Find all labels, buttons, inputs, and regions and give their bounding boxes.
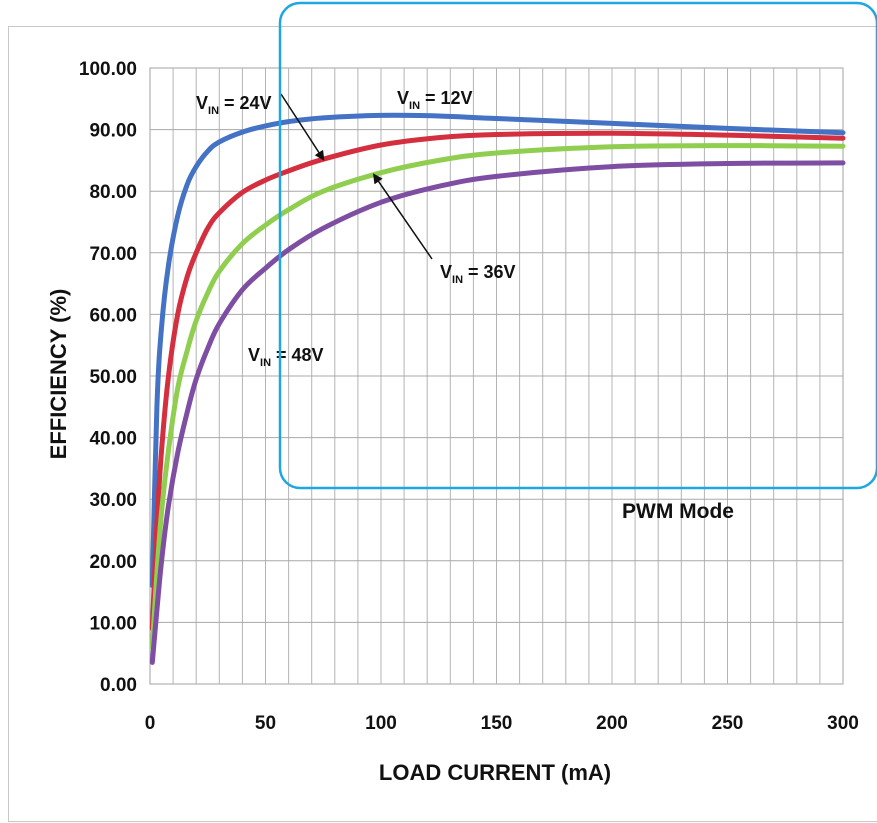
y-tick-label: 40.00 <box>89 429 137 450</box>
series-line-3 <box>149 160 846 665</box>
y-tick-label: 30.00 <box>89 490 137 511</box>
series-label-0: VIN = 12V <box>397 88 473 112</box>
x-tick-label: 150 <box>481 713 513 734</box>
annotation-arrow <box>280 93 325 161</box>
x-tick-label: 300 <box>827 713 859 734</box>
x-axis-title: LOAD CURRENT (mA) <box>379 760 611 785</box>
y-tick-label: 10.00 <box>89 613 137 634</box>
x-tick-label: 200 <box>596 713 628 734</box>
y-tick-label: 0.00 <box>100 675 137 696</box>
pwm-mode-label: PWM Mode <box>622 500 734 523</box>
series-annotations: VIN = 12V VIN = 24V VIN = 36V VIN = 48V <box>196 88 516 369</box>
chart-grid <box>149 67 844 685</box>
y-tick-label: 70.00 <box>89 244 137 265</box>
series-label-2: VIN = 36V <box>440 262 516 286</box>
x-tick-label: 100 <box>365 713 397 734</box>
y-tick-label: 60.00 <box>89 305 137 326</box>
y-tick-label: 90.00 <box>89 121 137 142</box>
x-tick-label: 50 <box>255 713 276 734</box>
y-tick-label: 50.00 <box>89 367 137 388</box>
chart-frame <box>8 26 877 822</box>
x-tick-label: 0 <box>145 713 156 734</box>
y-tick-label: 100.00 <box>79 59 137 80</box>
series-label-3: VIN = 48V <box>248 345 324 369</box>
chart-labels: LOAD CURRENT (mA) EFFICIENCY (%) PWM Mod… <box>46 289 734 785</box>
chart-ticks: 0.00 10.00 20.00 30.00 40.00 50.00 60.00 70.00 8… <box>79 59 859 734</box>
x-tick-label: 250 <box>712 713 744 734</box>
series-line-0 <box>149 112 846 588</box>
series-line-1 <box>149 130 846 632</box>
annotation-arrow <box>372 173 433 260</box>
highlight-box <box>278 1 877 490</box>
y-tick-label: 80.00 <box>89 182 137 203</box>
y-tick-label: 20.00 <box>89 552 137 573</box>
chart-series <box>149 112 846 665</box>
y-axis-title: EFFICIENCY (%) <box>46 289 71 460</box>
series-line-2 <box>149 143 846 650</box>
series-label-1: VIN = 24V <box>196 93 272 117</box>
